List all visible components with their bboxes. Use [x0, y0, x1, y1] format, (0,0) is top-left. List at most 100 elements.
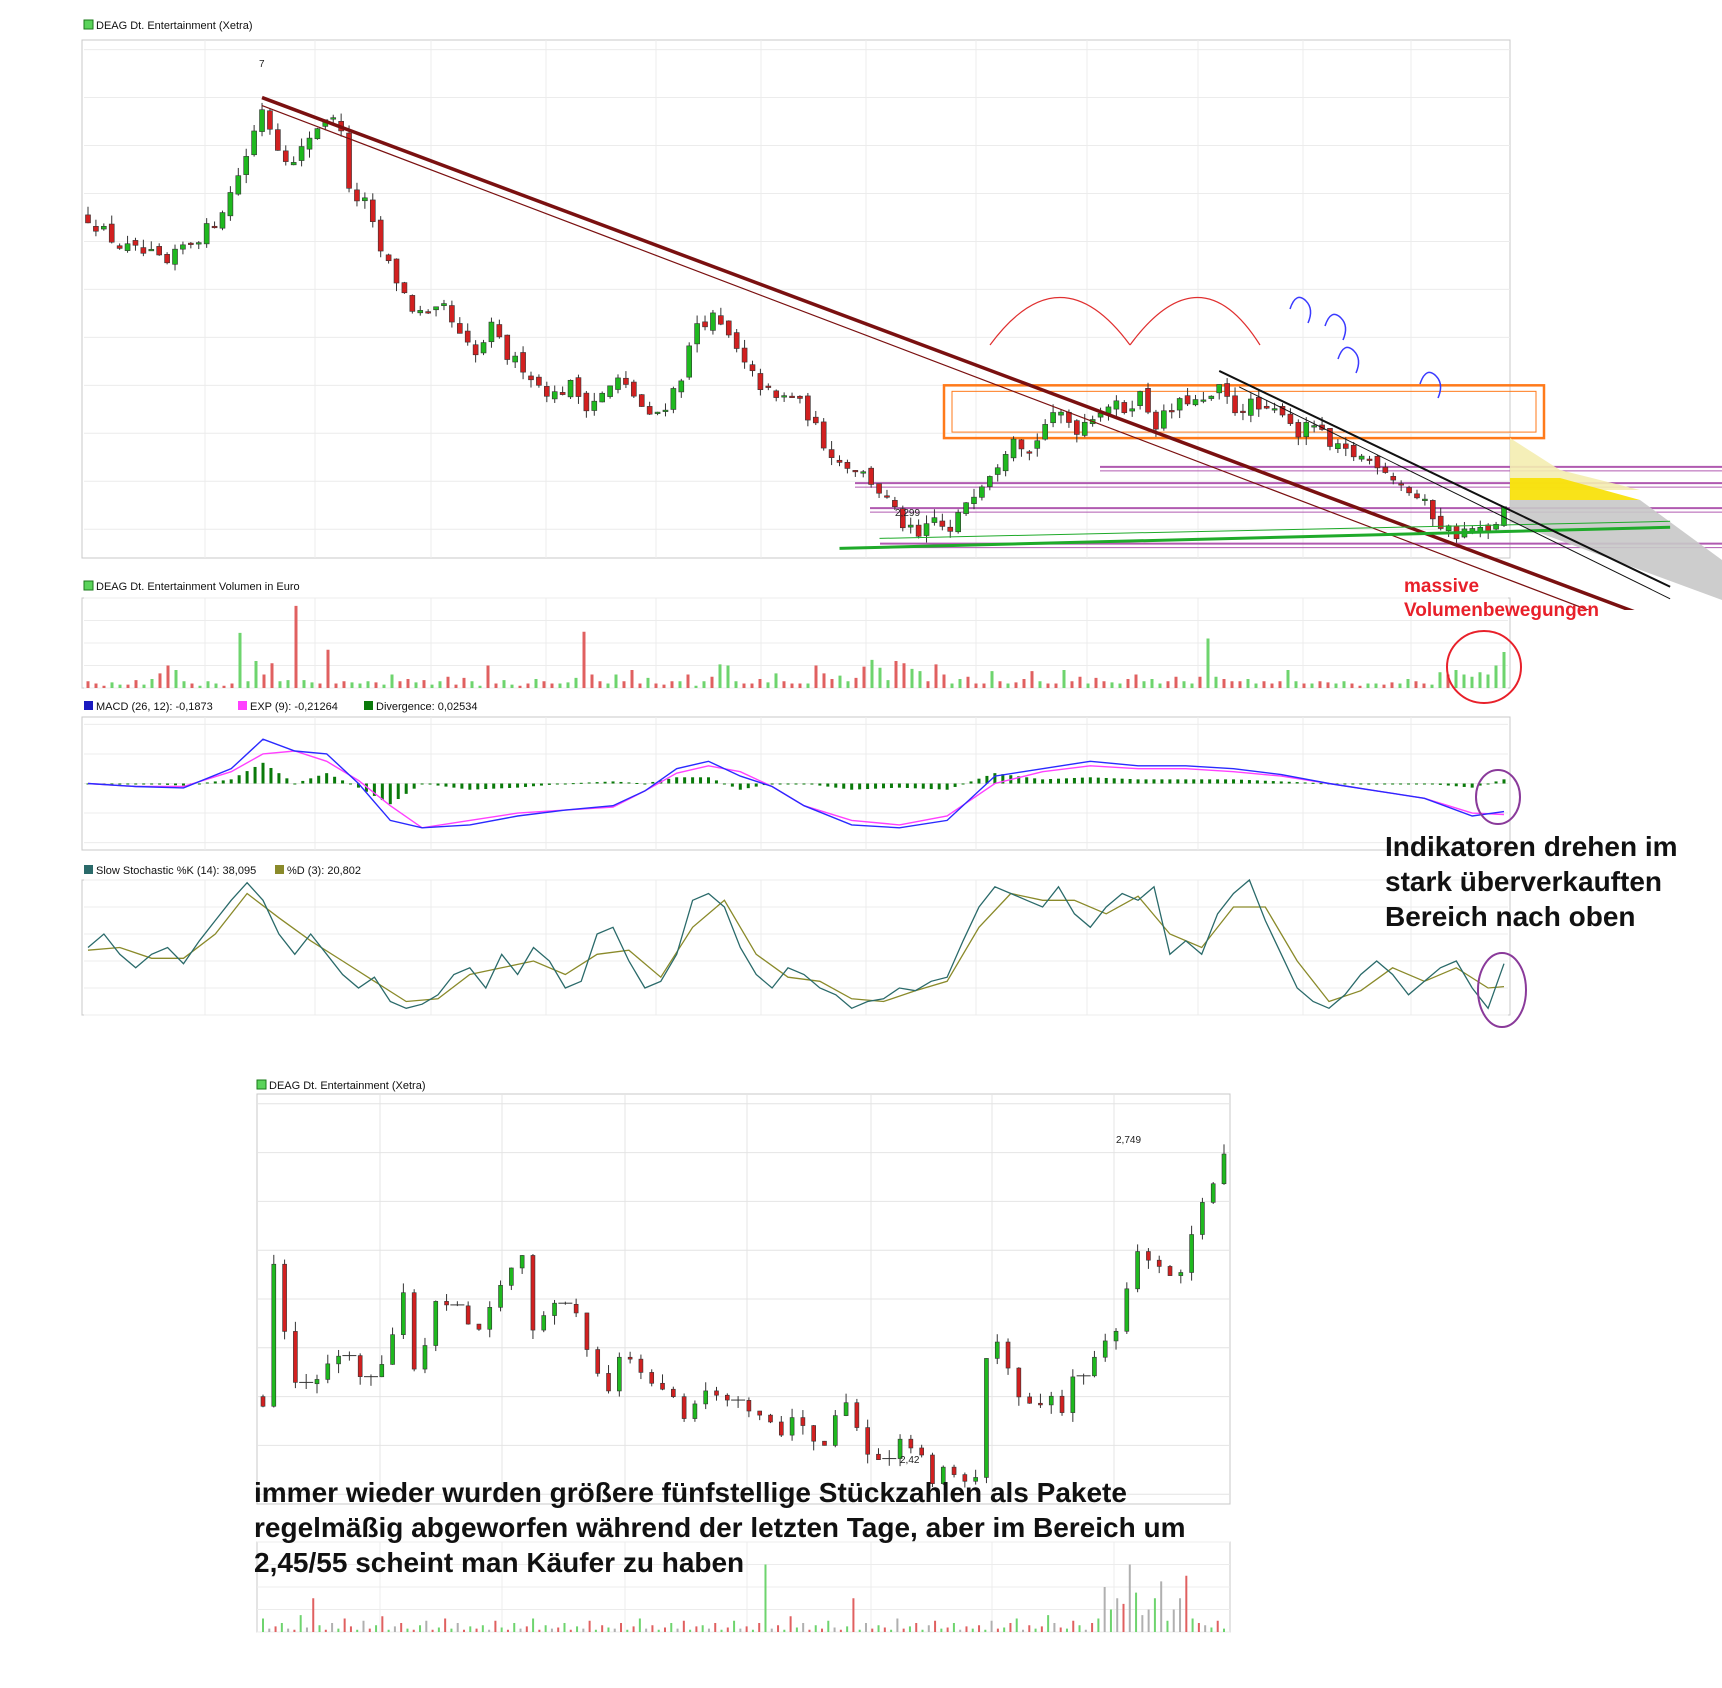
price-high-label: 7 [259, 59, 265, 70]
intraday-volume-bar [607, 1627, 610, 1632]
price-candle-body [1255, 396, 1262, 410]
volume-bar [1198, 676, 1202, 688]
rounding-top-arc [1129, 297, 1261, 346]
volume-bar [470, 681, 474, 688]
price-candle-body [1050, 412, 1056, 424]
volume-bar [1262, 681, 1266, 688]
macd-divergence-bar [436, 783, 440, 786]
volume-bar [598, 681, 602, 688]
intraday-candle-body [1156, 1259, 1162, 1267]
intraday-candle-body [1135, 1251, 1140, 1290]
macd-divergence-bar [579, 782, 583, 784]
intraday-volume-bar [563, 1623, 566, 1632]
price-candle-body [101, 225, 107, 230]
volume-bar [1118, 683, 1122, 688]
indicator-annotation-line3: Bereich nach oben [1385, 901, 1636, 932]
intraday-volume-bar [613, 1628, 616, 1632]
volume-bar [1382, 684, 1386, 688]
price-candle-body [623, 377, 629, 385]
price-candle-body [1240, 410, 1246, 413]
macd-divergence-bar [882, 783, 886, 789]
volume-bar [982, 683, 986, 688]
intraday-volume-bar [965, 1626, 968, 1632]
intraday-candle-body [1102, 1340, 1108, 1358]
volume-bar [182, 681, 186, 688]
price-candle-body [417, 310, 424, 314]
price-candle-body [227, 192, 234, 217]
volume-bar [462, 677, 466, 688]
price-candle-body [188, 242, 194, 245]
volume-bar [678, 681, 682, 688]
price-candle-body [93, 226, 99, 232]
intraday-candle-body [1200, 1202, 1205, 1235]
intraday-annotation-line3: 2,45/55 scheint man Käufer zu haben [254, 1547, 744, 1578]
price-candle-body [1034, 440, 1041, 449]
volume-annotation-line2: Volumenbewegungen [1404, 600, 1599, 621]
macd-divergence-bar [420, 783, 424, 785]
macd-divergence-bar [1343, 783, 1347, 785]
volume-bar [550, 683, 554, 688]
macd-divergence-bar [1422, 783, 1426, 785]
volume-bar [622, 681, 626, 688]
price-candle-body [567, 379, 574, 398]
macd-divergence-bar [237, 775, 241, 784]
macd-divergence-bar [1080, 777, 1084, 784]
price-candle-body [195, 242, 202, 245]
price-candle-body [362, 197, 368, 202]
intraday-volume-bar [833, 1627, 836, 1632]
price-candle-body [844, 461, 851, 469]
intraday-volume-bar [337, 1628, 340, 1632]
price-candle-body [1018, 439, 1025, 450]
price-candle-body [251, 130, 257, 156]
volume-bar [1150, 679, 1154, 688]
stoch-k-legend-swatch [84, 865, 93, 874]
intraday-volume-bar [400, 1623, 403, 1632]
intraday-volume-bar [312, 1598, 315, 1632]
price-candle-body [164, 254, 170, 264]
macd-divergence-bar [627, 782, 631, 784]
intraday-volume-bar [1191, 1618, 1194, 1632]
volume-bar [1070, 681, 1074, 688]
macd-divergence-bar [1462, 783, 1466, 787]
macd-divergence-bar [643, 783, 647, 785]
volume-bar [1014, 682, 1018, 688]
intraday-volume-bar [431, 1629, 434, 1632]
volume-bar [1398, 683, 1402, 688]
price-candle-body [646, 406, 653, 415]
intraday-volume-bar [645, 1628, 648, 1632]
intraday-candle-body [940, 1466, 946, 1484]
price-candle-body [741, 347, 748, 363]
macd-divergence-bar [1430, 783, 1434, 785]
volume-bar [262, 674, 266, 688]
macd-divergence-bar [738, 783, 742, 790]
intraday-volume-bar [1128, 1564, 1131, 1632]
resistance-zone-inner-box [951, 390, 1537, 433]
volume-bar [1022, 679, 1026, 688]
intraday-candle-body [422, 1345, 428, 1370]
intraday-candle-body [509, 1267, 514, 1286]
price-candle-body [298, 146, 305, 161]
price-candle-body [860, 471, 867, 474]
macd-divergence-bar [126, 783, 130, 785]
price-candle-body [290, 162, 297, 166]
volume-bar [726, 665, 730, 688]
intraday-candle-body [606, 1373, 611, 1392]
volume-bar [1078, 676, 1082, 688]
volume-bar [830, 679, 834, 688]
price-candle-body [828, 449, 835, 458]
macd-divergence-bar [269, 767, 273, 784]
volume-bar [1046, 683, 1050, 688]
intraday-panel: DEAG Dt. Entertainment (Xetra) 2,42 2,74… [254, 1079, 1231, 1633]
intraday-volume-bar [1135, 1592, 1138, 1632]
volume-bar [278, 681, 282, 688]
macd-divergence-bar [531, 783, 535, 787]
price-candle-body [631, 381, 637, 397]
intraday-candle-body [768, 1414, 773, 1423]
intraday-volume-bar [362, 1620, 365, 1632]
price-candle-body [884, 495, 890, 498]
intraday-volume-bar [1009, 1623, 1012, 1632]
price-candle-body [219, 212, 226, 229]
price-candle-body [536, 376, 542, 386]
macd-divergence-bar [1224, 779, 1228, 784]
intraday-candle-body [336, 1355, 341, 1365]
